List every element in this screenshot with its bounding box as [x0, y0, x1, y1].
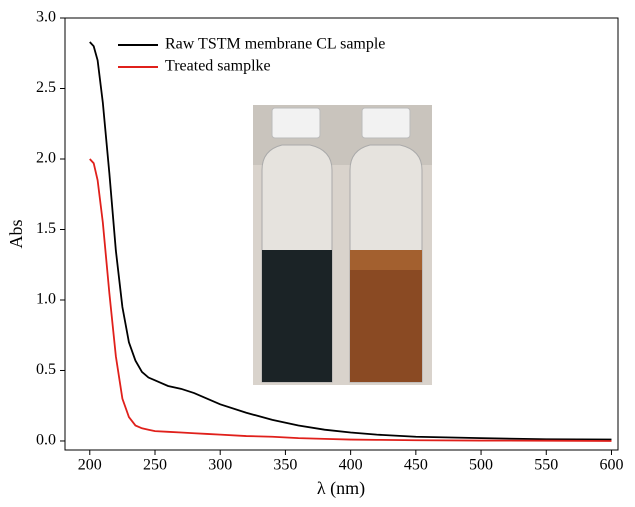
- x-tick-label: 600: [599, 457, 623, 474]
- plot-frame: [64, 17, 619, 451]
- x-tick-label: 350: [273, 457, 297, 474]
- inset-photo: [253, 105, 432, 385]
- legend-label: Raw TSTM membrane CL sample: [165, 36, 385, 53]
- y-tick-label: 2.0: [36, 150, 56, 167]
- y-tick-label: 2.5: [36, 79, 56, 96]
- x-tick-label: 300: [208, 457, 232, 474]
- y-tick-label: 3.0: [36, 9, 56, 26]
- legend-label: Treated samplke: [165, 58, 271, 75]
- y-tick-label: 0.5: [36, 361, 56, 378]
- x-tick-label: 250: [143, 457, 167, 474]
- x-tick-label: 450: [404, 457, 428, 474]
- series-line: [89, 158, 612, 442]
- y-tick-label: 1.0: [36, 291, 56, 308]
- x-axis-title: λ (nm): [317, 478, 365, 499]
- x-tick-label: 550: [534, 457, 558, 474]
- y-axis-title: Abs: [6, 219, 26, 248]
- x-tick-label: 500: [469, 457, 493, 474]
- series-line: [89, 41, 612, 441]
- y-tick-label: 0.0: [36, 432, 56, 449]
- y-tick-label: 1.5: [36, 220, 56, 237]
- x-tick-label: 400: [339, 457, 363, 474]
- x-tick-label: 200: [78, 457, 102, 474]
